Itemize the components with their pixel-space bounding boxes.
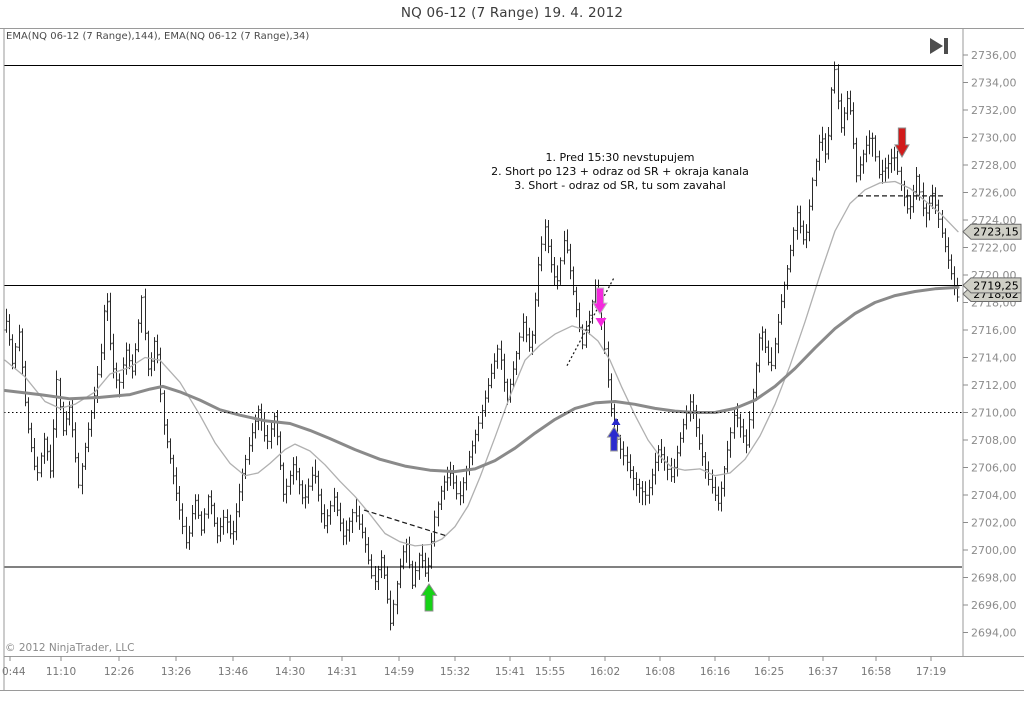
time-tick-label: 0:44 — [2, 666, 26, 678]
time-tick-label: 14:31 — [327, 666, 357, 678]
trade-note-1: 1. Pred 15:30 nevstupujem — [545, 151, 695, 164]
indicator-label: EMA(NQ 06-12 (7 Range),144), EMA(NQ 06-1… — [6, 31, 310, 42]
copyright-label: © 2012 NinjaTrader, LLC — [5, 642, 135, 654]
price-bars — [4, 61, 960, 631]
time-tick-label: 15:41 — [495, 666, 525, 678]
price-tick-label: 2734,00 — [971, 77, 1017, 90]
skip-to-end-icon[interactable] — [928, 36, 954, 56]
trade-notes: 1. Pred 15:30 nevstupujem 2. Short po 12… — [491, 151, 749, 193]
price-tick-label: 2696,00 — [971, 599, 1017, 612]
time-tick-label: 15:32 — [440, 666, 470, 678]
time-tick-label: 16:08 — [645, 666, 675, 678]
price-tick-label: 2708,00 — [971, 434, 1017, 447]
price-tick-label: 2736,00 — [971, 49, 1017, 62]
time-tick-label: 11:10 — [46, 666, 76, 678]
trendline-123 — [566, 277, 615, 366]
price-tick-label: 2700,00 — [971, 544, 1017, 557]
horizontal-levels — [4, 64, 962, 568]
price-tick-label: 2716,00 — [971, 324, 1017, 337]
time-tick-label: 13:46 — [218, 666, 249, 678]
trade-note-3: 3. Short - odraz od SR, tu som zavahal — [514, 179, 726, 192]
short-entry-arrow-red — [894, 127, 910, 159]
price-axis: 2736,00 2734,00 2732,00 2730,00 2728,00 2726,… — [963, 49, 1017, 640]
time-tick-label: 14:30 — [275, 666, 305, 678]
trade-note-2: 2. Short po 123 + odraz od SR + okraja k… — [491, 165, 749, 178]
price-tick-label: 2714,00 — [971, 352, 1017, 365]
time-axis: 0:44 11:10 12:26 13:26 13:46 14:30 14:31 14:59 1… — [2, 656, 946, 678]
time-tick-label: 17:19 — [916, 666, 946, 678]
price-tick-label: 2698,00 — [971, 572, 1017, 585]
ema-144-line — [3, 285, 960, 474]
trade-arrows — [420, 127, 910, 612]
ema34-value-marker — [962, 223, 1022, 240]
time-tick-label: 13:26 — [161, 666, 192, 678]
ema-34-line — [4, 180, 959, 547]
price-tick-label: 2712,00 — [971, 379, 1017, 392]
ema34-value-marker-text: 2723,15 — [973, 226, 1019, 239]
price-tick-label: 2722,00 — [971, 242, 1017, 255]
trendline-low — [363, 509, 449, 537]
time-tick-label: 15:55 — [535, 666, 565, 678]
time-tick-label: 16:58 — [861, 666, 891, 678]
price-tick-label: 2710,00 — [971, 407, 1017, 420]
entry-arrow-blue — [606, 426, 622, 452]
page-title: NQ 06-12 (7 Range) 19. 4. 2012 — [400, 5, 624, 21]
short-entry-arrow-magenta — [592, 287, 608, 315]
long-entry-arrow-green — [420, 583, 438, 612]
time-tick-label: 14:59 — [384, 666, 414, 678]
time-tick-label: 16:37 — [808, 666, 838, 678]
last-price-marker — [962, 277, 1022, 294]
time-tick-label: 12:26 — [104, 666, 135, 678]
time-tick-label: 16:02 — [590, 666, 620, 678]
marker-magenta-small — [595, 318, 607, 327]
chart-frame — [0, 28, 1024, 691]
marker-blue-small — [611, 418, 621, 425]
price-tick-label: 2702,00 — [971, 517, 1017, 530]
price-tick-label: 2730,00 — [971, 132, 1017, 145]
price-tick-label: 2704,00 — [971, 489, 1017, 502]
price-tick-label: 2694,00 — [971, 627, 1017, 640]
price-tick-label: 2706,00 — [971, 462, 1017, 475]
price-tick-label: 2726,00 — [971, 187, 1017, 200]
time-tick-label: 16:25 — [754, 666, 784, 678]
last-price-marker-text: 2719,25 — [973, 279, 1019, 292]
time-tick-label: 16:16 — [700, 666, 731, 678]
trendlines — [363, 195, 946, 537]
price-tick-label: 2732,00 — [971, 104, 1017, 117]
price-tick-label: 2728,00 — [971, 159, 1017, 172]
